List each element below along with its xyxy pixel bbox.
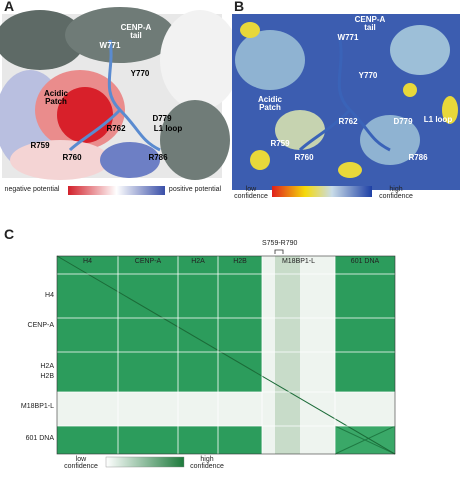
pae-matrix <box>56 249 396 455</box>
annotation: CENP-A tail <box>120 23 152 40</box>
row-label: 601 DNA <box>25 435 54 442</box>
annotation: Acidic Patch <box>257 95 282 112</box>
annotation: R762 <box>106 124 126 133</box>
colorbar-b <box>272 186 372 197</box>
annotation: W771 <box>99 41 121 50</box>
colorbar-high: high confidence <box>379 186 413 200</box>
colorbar-high: positive potential <box>168 186 222 193</box>
annotation: Acidic Patch <box>43 89 68 106</box>
row-label: H2A <box>40 363 54 370</box>
colorbar-a <box>68 186 165 195</box>
annotation: R786 <box>148 153 168 162</box>
annotation: CENP-A tail <box>354 15 386 32</box>
highlight-label: S759-R790 <box>262 240 298 247</box>
colorbar-low: low confidence <box>234 186 268 200</box>
annotation: R760 <box>62 153 82 162</box>
annotation: W771 <box>337 33 359 42</box>
column-label: CENP-A <box>134 258 162 265</box>
annotation: D779 <box>152 114 172 123</box>
row-label: H2B <box>40 373 54 380</box>
column-label: H4 <box>83 258 92 265</box>
annotation: D779 <box>393 117 413 126</box>
annotation: L1 loop <box>153 124 183 133</box>
annotation: R759 <box>270 139 290 148</box>
row-label: CENP-A <box>27 322 54 329</box>
panel-label: B <box>234 0 245 14</box>
annotation: R786 <box>408 153 428 162</box>
surface-b <box>232 14 460 190</box>
annotation: Y770 <box>130 69 150 78</box>
annotation: L1 loop <box>423 115 453 124</box>
row-label: H4 <box>45 292 54 299</box>
annotation: Y770 <box>358 71 378 80</box>
colorbar-c <box>105 456 185 468</box>
annotation: R759 <box>30 141 50 150</box>
annotation: R760 <box>294 153 314 162</box>
panel-label: C <box>4 226 15 242</box>
column-label: 601 DNA <box>350 258 380 265</box>
panel-label: A <box>4 0 15 14</box>
column-label: H2B <box>233 258 247 265</box>
annotation: R762 <box>338 117 358 126</box>
colorbar-low: low confidence <box>64 456 98 470</box>
colorbar-high: high confidence <box>190 456 224 470</box>
column-label: H2A <box>191 258 205 265</box>
column-label: M18BP1-L <box>281 258 316 265</box>
colorbar-low: negative potential <box>4 186 60 193</box>
row-label: M18BP1-L <box>20 403 54 410</box>
surface-a <box>0 7 240 180</box>
